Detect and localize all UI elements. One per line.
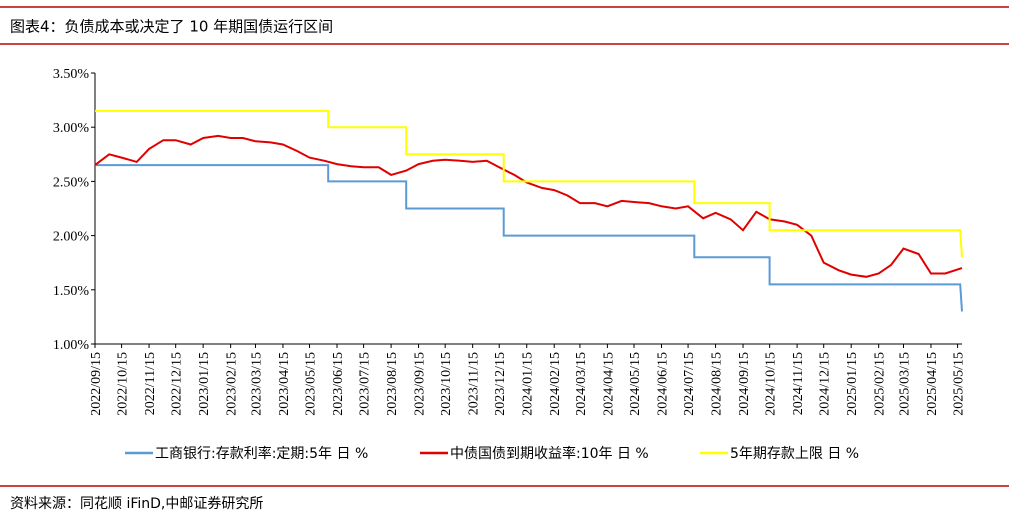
x-tick-label: 2024/06/15 — [655, 352, 670, 416]
x-tick-label: 2023/11/15 — [467, 352, 482, 415]
x-tick-label: 2025/05/15 — [952, 352, 967, 416]
legend-label: 5年期存款上限 日 % — [730, 446, 859, 462]
x-tick-label: 2023/07/15 — [358, 352, 373, 416]
x-tick-label: 2024/07/15 — [682, 352, 697, 416]
x-tick-label: 2022/12/15 — [170, 352, 185, 416]
y-tick-label: 2.50% — [53, 175, 90, 190]
x-tick-label: 2025/02/15 — [873, 352, 888, 416]
y-tick-label: 3.50% — [53, 67, 90, 82]
x-tick-label: 2023/10/15 — [439, 352, 454, 416]
x-tick-label: 2024/10/15 — [764, 352, 779, 416]
legend-label: 中债国债到期收益率:10年 日 % — [450, 445, 649, 462]
chart-title: 图表4：负债成本或决定了 10 年期国债运行区间 — [10, 18, 333, 36]
y-tick-label: 2.00% — [53, 230, 90, 245]
x-tick-label: 2024/04/15 — [601, 352, 616, 416]
x-tick-label: 2023/09/15 — [413, 352, 428, 416]
x-tick-label: 2022/11/15 — [143, 352, 158, 415]
x-tick-label: 2023/03/15 — [249, 352, 264, 416]
y-tick-label: 3.00% — [53, 121, 90, 136]
x-tick-label: 2023/04/15 — [277, 352, 292, 416]
x-tick-label: 2023/06/15 — [331, 352, 346, 416]
x-tick-label: 2022/10/15 — [116, 352, 131, 416]
legend-label: 工商银行:存款利率:定期:5年 日 % — [155, 445, 368, 462]
x-tick-label: 2023/08/15 — [385, 352, 400, 416]
x-tick-label: 2022/09/15 — [89, 352, 104, 416]
series-line — [95, 164, 963, 312]
source-note: 资料来源：同花顺 iFinD,中邮证券研究所 — [10, 496, 263, 512]
x-tick-label: 2023/12/15 — [493, 352, 508, 416]
x-tick-label: 2024/08/15 — [710, 352, 725, 416]
x-tick-label: 2025/01/15 — [845, 352, 860, 416]
x-tick-label: 2024/09/15 — [737, 352, 752, 416]
x-tick-label: 2024/02/15 — [548, 352, 563, 416]
x-tick-label: 2024/05/15 — [628, 352, 643, 416]
x-tick-label: 2023/02/15 — [225, 352, 240, 416]
x-tick-label: 2024/03/15 — [574, 352, 589, 416]
x-tick-label: 2024/12/15 — [818, 352, 833, 416]
series-line — [94, 134, 963, 278]
x-tick-label: 2024/01/15 — [521, 352, 536, 416]
x-tick-label: 2023/05/15 — [304, 352, 319, 416]
x-tick-label: 2023/01/15 — [197, 352, 212, 416]
y-tick-label: 1.50% — [53, 284, 90, 299]
x-tick-label: 2025/04/15 — [925, 352, 940, 416]
x-tick-label: 2025/03/15 — [897, 352, 912, 416]
series-line — [95, 109, 963, 258]
x-tick-label: 2024/11/15 — [791, 352, 806, 415]
y-tick-label: 1.00% — [53, 338, 90, 353]
